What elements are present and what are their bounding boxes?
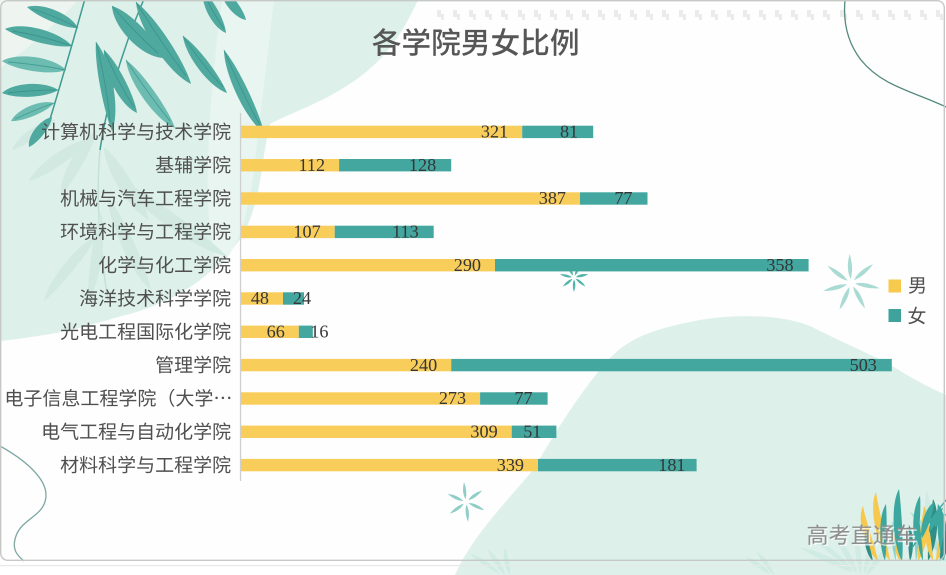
svg-text:290: 290 xyxy=(454,255,481,275)
svg-text:113: 113 xyxy=(392,222,419,242)
svg-text:358: 358 xyxy=(766,255,793,275)
svg-text:66: 66 xyxy=(267,322,285,342)
svg-text:77: 77 xyxy=(614,188,632,208)
svg-text:339: 339 xyxy=(497,455,524,475)
svg-text:51: 51 xyxy=(523,422,541,442)
svg-text:24: 24 xyxy=(293,288,311,308)
svg-text:48: 48 xyxy=(251,288,269,308)
svg-text:16: 16 xyxy=(310,322,328,342)
svg-text:181: 181 xyxy=(658,455,685,475)
svg-text:321: 321 xyxy=(481,122,508,142)
svg-text:387: 387 xyxy=(539,188,566,208)
svg-text:273: 273 xyxy=(439,388,466,408)
svg-text:240: 240 xyxy=(410,355,437,375)
svg-text:77: 77 xyxy=(514,388,532,408)
svg-text:503: 503 xyxy=(850,355,877,375)
svg-text:81: 81 xyxy=(560,122,578,142)
svg-text:309: 309 xyxy=(470,422,497,442)
svg-text:128: 128 xyxy=(409,155,436,175)
svg-text:112: 112 xyxy=(298,155,325,175)
svg-text:107: 107 xyxy=(293,222,320,242)
